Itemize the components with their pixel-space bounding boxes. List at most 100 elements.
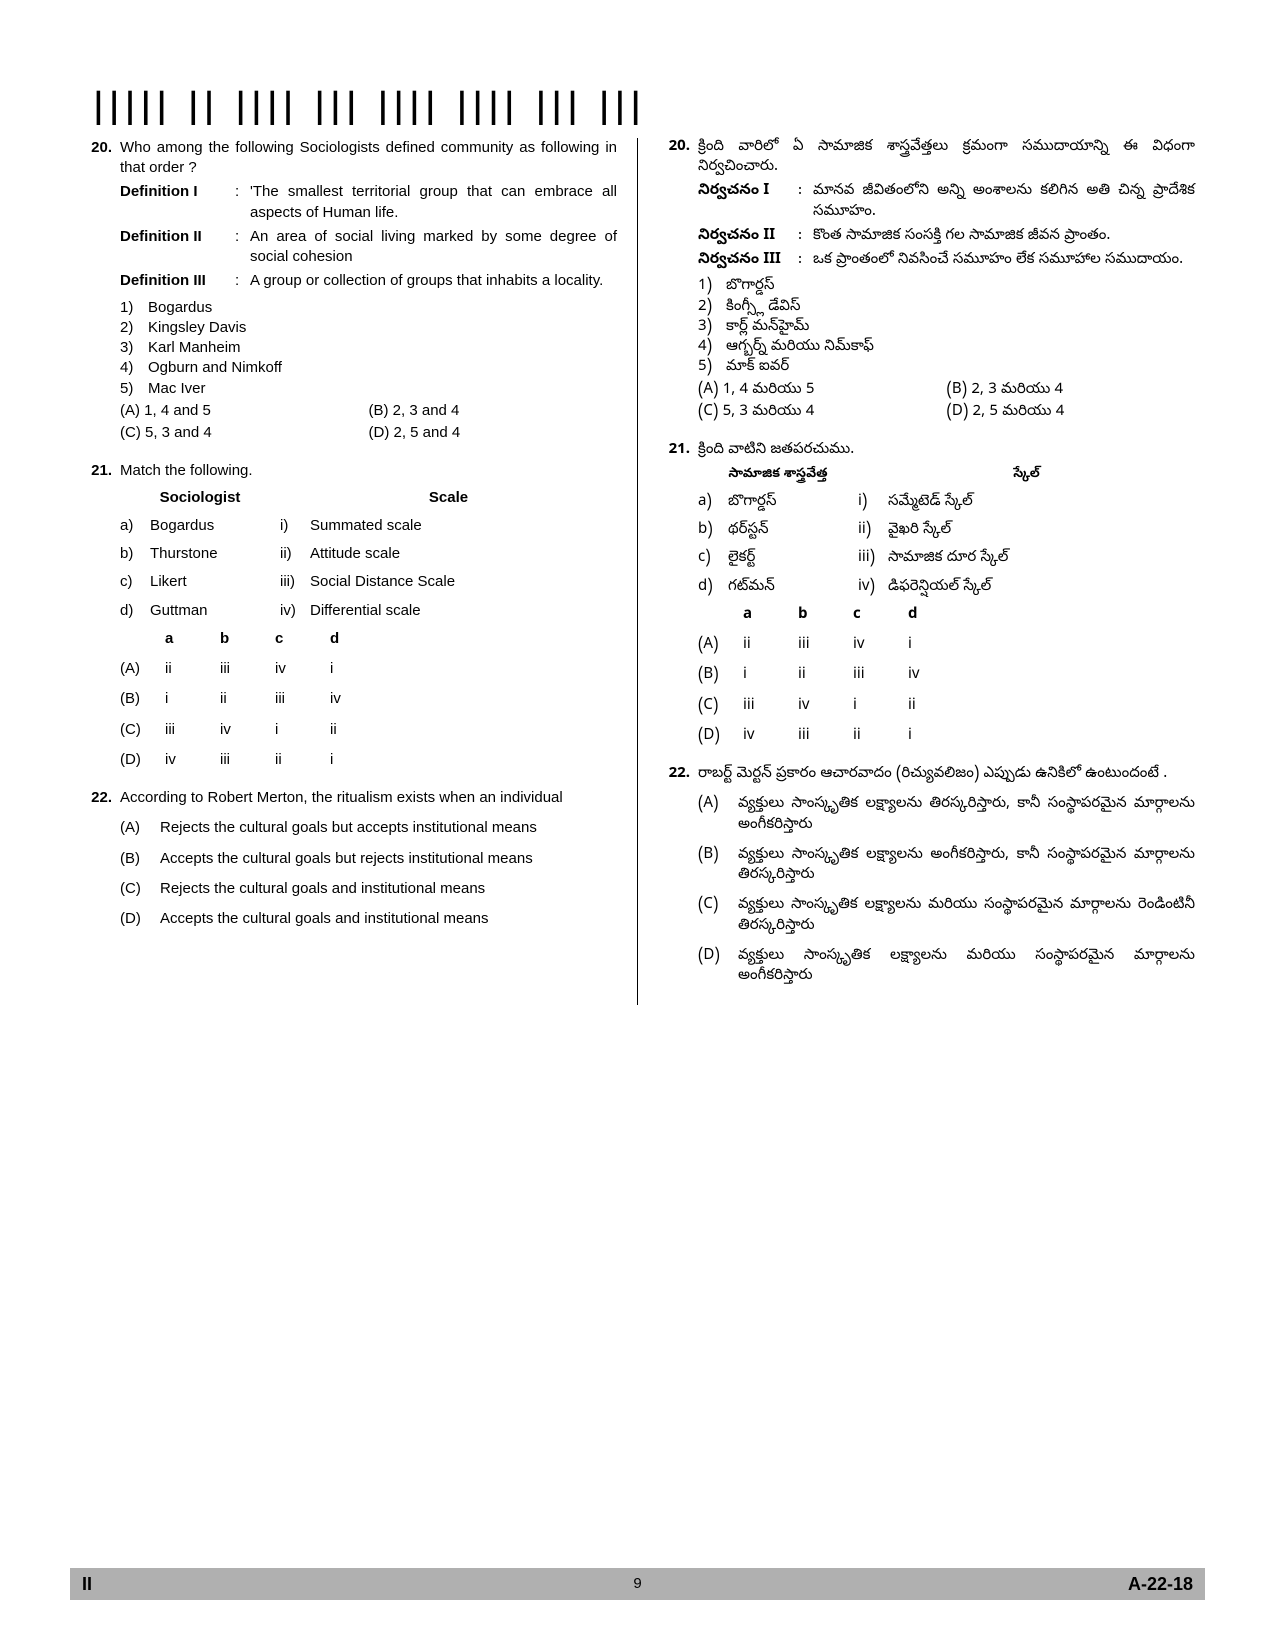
footer-left: II xyxy=(70,1572,452,1596)
q20: 20. Who among the following Sociologists… xyxy=(80,138,617,444)
match-item: వైఖరి స్కేల్ xyxy=(888,521,1195,541)
q20-num-te: 20. xyxy=(658,138,698,423)
list-item: Kingsley Davis xyxy=(148,318,246,338)
match-item: Differential scale xyxy=(310,601,617,621)
grid-opt: (C) xyxy=(698,697,743,717)
match-item: Attitude scale xyxy=(310,544,617,564)
q22-num-te: 22. xyxy=(658,765,698,987)
q21-stem: Match the following. xyxy=(120,461,617,481)
footer-center: 9 xyxy=(452,1574,822,1594)
opt-a-te: (A) 1, 4 మరియు 5 xyxy=(698,381,947,401)
opt-d: (D) 2, 5 and 4 xyxy=(369,423,618,443)
q21-body: Match the following. SociologistScale a)… xyxy=(120,461,617,770)
opt-b-te: (B) 2, 3 మరియు 4 xyxy=(947,381,1196,401)
footer-right: A-22-18 xyxy=(823,1572,1205,1596)
q20-list-te: 1)బొగార్డస్ 2)కింగ్స్లీ డేవిస్ 3)కార్ల్ … xyxy=(698,277,1195,378)
def-text-te: కొంత సామాజిక సంసక్తి గల సామాజిక జీవన ప్ర… xyxy=(813,227,1195,247)
match-item: Likert xyxy=(150,572,280,592)
list-item: Karl Manheim xyxy=(148,338,241,358)
def1-label: Definition I xyxy=(120,182,235,223)
q21-num-te: 21. xyxy=(658,441,698,747)
q20-stem-te: క్రింది వారిలో ఏ సామాజిక శాస్త్రవేత్తలు … xyxy=(698,138,1195,179)
q21-body-te: క్రింది వాటిని జతపరచుము. సామాజిక శాస్త్ర… xyxy=(698,441,1195,747)
col1-head: Sociologist xyxy=(120,488,280,508)
left-column: 20. Who among the following Sociologists… xyxy=(70,138,638,1006)
grid-opt: (A) xyxy=(120,659,165,679)
match-item: సమ్మేటెడ్ స్కేల్ xyxy=(888,493,1195,513)
content-columns: 20. Who among the following Sociologists… xyxy=(70,138,1205,1006)
opt-b: (B) 2, 3 and 4 xyxy=(369,401,618,421)
col2-head-te: స్కేల్ xyxy=(858,467,1195,485)
page: ||||| || |||| ||| |||| |||| ||| ||| 20. … xyxy=(0,0,1275,1055)
def-label-te: నిర్వచనం I xyxy=(698,182,798,223)
q20-body: Who among the following Sociologists def… xyxy=(120,138,617,444)
def2-label: Definition II xyxy=(120,227,235,268)
def-label-te: నిర్వచనం II xyxy=(698,227,798,247)
page-footer: II 9 A-22-18 xyxy=(70,1568,1205,1600)
opt-text: Accepts the cultural goals and instituti… xyxy=(160,909,617,929)
list-item: Mac Iver xyxy=(148,379,206,399)
q21-stem-te: క్రింది వాటిని జతపరచుము. xyxy=(698,441,1195,461)
match-item: Summated scale xyxy=(310,516,617,536)
list-item: ఆగ్బర్న్ మరియు నిమ్‌కాఫ్ xyxy=(726,338,874,358)
opt-text: వ్యక్తులు సాంస్కృతిక లక్ష్యాలను తిరస్కరి… xyxy=(738,795,1195,836)
match-item: థర్‌స్టన్ xyxy=(728,521,858,541)
def-label-te: నిర్వచనం III xyxy=(698,251,798,271)
grid-opt: (B) xyxy=(698,666,743,686)
list-item: కార్ల్ మన్‌హైమ్ xyxy=(726,318,809,338)
grid-opt: (A) xyxy=(698,636,743,656)
opt-text: వ్యక్తులు సాంస్కృతిక లక్ష్యాలను మరియు సం… xyxy=(738,896,1195,937)
col2-head: Scale xyxy=(280,488,617,508)
list-item: Ogburn and Nimkoff xyxy=(148,358,282,378)
opt-text: Accepts the cultural goals but rejects i… xyxy=(160,849,617,869)
match-item: డిఫరెన్షియల్ స్కేల్ xyxy=(888,578,1195,598)
match-item: సామాజిక దూర స్కేల్ xyxy=(888,549,1195,569)
grid-opt: (D) xyxy=(698,727,743,747)
def1-text: 'The smallest territorial group that can… xyxy=(250,182,617,223)
list-item: కింగ్స్లీ డేవిస్ xyxy=(726,298,801,318)
q22-body: According to Robert Merton, the ritualis… xyxy=(120,788,617,929)
col1-head-te: సామాజిక శాస్త్రవేత్త xyxy=(698,467,858,485)
opt-d-te: (D) 2, 5 మరియు 4 xyxy=(947,403,1196,423)
opt-c: (C) 5, 3 and 4 xyxy=(120,423,369,443)
q20-te: 20. క్రింది వారిలో ఏ సామాజిక శాస్త్రవేత్… xyxy=(658,138,1195,423)
q22-stem: According to Robert Merton, the ritualis… xyxy=(120,788,617,808)
match-item: గట్‌మన్ xyxy=(728,578,858,598)
barcode: ||||| || |||| ||| |||| |||| ||| ||| xyxy=(90,84,1205,133)
q21-num: 21. xyxy=(80,461,120,770)
q20-stem: Who among the following Sociologists def… xyxy=(120,138,617,179)
q21: 21. Match the following. SociologistScal… xyxy=(80,461,617,770)
match-item: బొగార్డస్ xyxy=(728,493,858,513)
list-item: బొగార్డస్ xyxy=(726,277,774,297)
match-item: లైకర్ట్ xyxy=(728,549,858,569)
q22-stem-te: రాబర్ట్ మెర్టన్ ప్రకారం ఆచారవాదం (రిచ్యు… xyxy=(698,765,1195,785)
opt-text: వ్యక్తులు సాంస్కృతిక లక్ష్యాలను అంగీకరిస… xyxy=(738,846,1195,887)
q20-list: 1)Bogardus 2)Kingsley Davis 3)Karl Manhe… xyxy=(120,298,617,399)
q21-te: 21. క్రింది వాటిని జతపరచుము. సామాజిక శాస… xyxy=(658,441,1195,747)
q22-num: 22. xyxy=(80,788,120,929)
opt-text: వ్యక్తులు సాంస్కృతిక లక్ష్యాలను మరియు సం… xyxy=(738,947,1195,988)
def-text-te: మానవ జీవితంలోని అన్ని అంశాలను కలిగిన అతి… xyxy=(813,182,1195,223)
q22: 22. According to Robert Merton, the ritu… xyxy=(80,788,617,929)
opt-c-te: (C) 5, 3 మరియు 4 xyxy=(698,403,947,423)
right-column: 20. క్రింది వారిలో ఏ సామాజిక శాస్త్రవేత్… xyxy=(638,138,1205,1006)
match-item: Guttman xyxy=(150,601,280,621)
opt-text: Rejects the cultural goals and instituti… xyxy=(160,879,617,899)
q22-body-te: రాబర్ట్ మెర్టన్ ప్రకారం ఆచారవాదం (రిచ్యు… xyxy=(698,765,1195,987)
q20-num: 20. xyxy=(80,138,120,444)
def-text-te: ఒక ప్రాంతంలో నివసించే సమూహం లేక సమూహాల స… xyxy=(813,251,1195,271)
def2-text: An area of social living marked by some … xyxy=(250,227,617,268)
q20-body-te: క్రింది వారిలో ఏ సామాజిక శాస్త్రవేత్తలు … xyxy=(698,138,1195,423)
grid-opt: (C) xyxy=(120,720,165,740)
def3-text: A group or collection of groups that inh… xyxy=(250,271,617,291)
grid-opt: (D) xyxy=(120,750,165,770)
opt-text: Rejects the cultural goals but accepts i… xyxy=(160,818,617,838)
q22-te: 22. రాబర్ట్ మెర్టన్ ప్రకారం ఆచారవాదం (రి… xyxy=(658,765,1195,987)
match-item: Social Distance Scale xyxy=(310,572,617,592)
list-item: మాక్ ఐవర్ xyxy=(726,358,789,378)
grid-opt: (B) xyxy=(120,689,165,709)
def3-label: Definition III xyxy=(120,271,235,291)
opt-a: (A) 1, 4 and 5 xyxy=(120,401,369,421)
match-item: Thurstone xyxy=(150,544,280,564)
list-item: Bogardus xyxy=(148,298,212,318)
